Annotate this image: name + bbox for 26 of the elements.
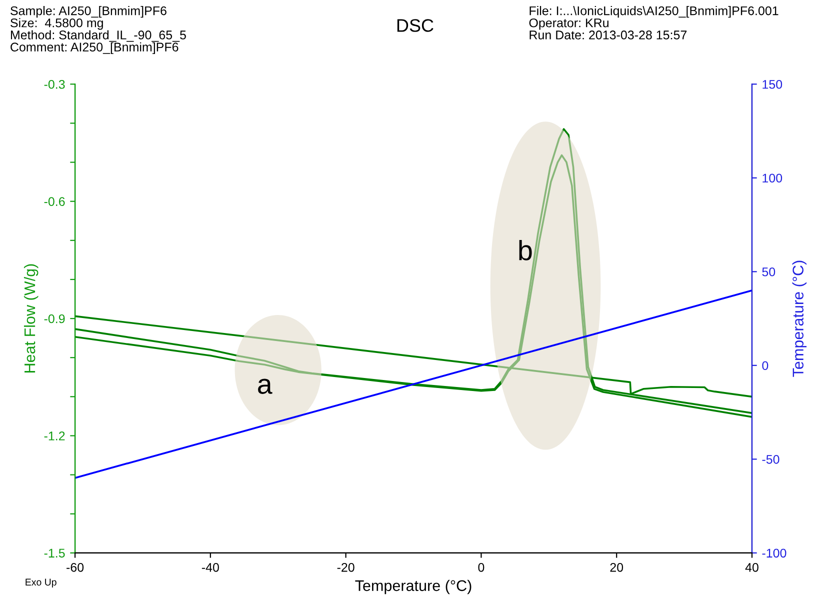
x-tick-label: 20 — [610, 562, 624, 572]
annotation: b — [519, 240, 532, 260]
y-tick-label: -0.9 — [44, 314, 65, 324]
x-tick-label: 0 — [478, 562, 484, 572]
y-axis-title: Heat Flow (W/g) — [24, 264, 38, 372]
x-axis-title: Temperature (°C) — [355, 580, 472, 594]
x-tick-label: -60 — [66, 562, 84, 572]
annotation: a — [258, 378, 272, 394]
y2-tick-label: -50 — [762, 454, 780, 464]
y-tick-label: -0.6 — [44, 197, 65, 206]
text: Sample: AI250_[Bnmim]PF6 Size: 4.5800 mg Method: Standard_IL_-90_65_5 Comment: AI250_[Bnmim]PF6 — [10, 6, 186, 54]
y2-tick-label: 50 — [762, 267, 776, 276]
chart-title: DSC — [397, 19, 434, 32]
x-tick-label: -20 — [337, 562, 354, 572]
y-tick-label: -0.3 — [44, 80, 65, 89]
y-tick-label: -1.2 — [44, 432, 65, 440]
x-tick-label: 40 — [745, 562, 758, 572]
y-tick-label: -1.5 — [44, 548, 65, 558]
y2-axis-title: Temperature (°C) — [792, 260, 807, 377]
x-tick-label: -40 — [202, 562, 219, 572]
y2-tick-label: -100 — [762, 548, 786, 558]
y2-tick-label: 100 — [762, 174, 782, 183]
y2-tick-label: 150 — [762, 80, 782, 89]
text: Exo Up — [26, 578, 56, 588]
y2-tick-label: 0 — [762, 361, 768, 370]
text: File: I:...\IonicLiquids\AI250_[Bnmim]PF6.001 Operator: KRu Run Date: 2013-03-28 15:57 — [529, 6, 778, 40]
